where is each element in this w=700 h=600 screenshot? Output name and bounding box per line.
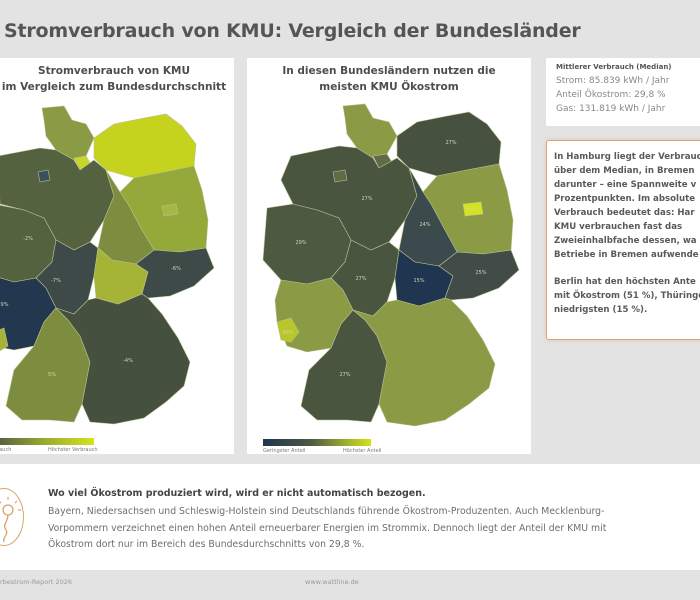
consumption-choropleth-map: · -2% -7% -6% -19% 5% -4% — [0, 105, 215, 425]
callout-paragraph-hamburg-bremen: In Hamburg liegt der Verbrauch über dem … — [554, 152, 700, 260]
green-power-map-panel: In diesen Bundesländern nutzen die meist… — [247, 58, 531, 454]
label-niedersachsen: 27% — [361, 196, 372, 202]
insight-panel: Wo viel Ökostrom produziert wird, wird e… — [0, 464, 700, 570]
callout-paragraph-berlin-thueringen: Berlin hat den höchsten Ante mit Ökostro… — [554, 277, 700, 315]
label-schleswig-holstein: · — [364, 128, 366, 134]
label-nordrhein-westfalen: -2% — [23, 236, 33, 242]
insight-body: Bayern, Niedersachsen und Schleswig-Hols… — [48, 506, 607, 550]
label-sachsen-anhalt: 24% — [419, 222, 430, 228]
label-rheinland-pfalz: -19% — [0, 302, 9, 308]
label-baden-wuerttemberg: 5% — [48, 372, 56, 378]
label-saarland: 40% — [282, 330, 293, 336]
label-sachsen: 25% — [475, 270, 486, 276]
median-stats-heading: Mittlerer Verbrauch (Median) — [556, 63, 672, 71]
consumption-map-panel: Stromverbrauch von KMU im Vergleich zum … — [0, 58, 234, 454]
region-berlin[interactable] — [462, 201, 484, 217]
green-power-legend-high: Höchster Anteil — [343, 448, 382, 454]
insight-heading: Wo viel Ökostrom produziert wird, wird e… — [48, 488, 426, 499]
page-title: Stromverbrauch von KMU: Vergleich der Bu… — [4, 20, 581, 42]
consumption-legend-gradient — [0, 438, 94, 445]
green-power-legend-gradient — [263, 439, 371, 446]
region-saarland[interactable] — [276, 317, 300, 343]
region-bayern[interactable] — [55, 293, 191, 425]
label-schleswig-holstein: · — [65, 130, 67, 136]
region-bayern[interactable] — [352, 297, 496, 427]
region-sachsen[interactable] — [135, 247, 215, 299]
consumption-legend-low: brauch — [0, 447, 12, 453]
median-gas: Gas: 131.819 kWh / Jahr — [556, 104, 666, 114]
region-sachsen[interactable] — [438, 249, 520, 301]
median-strom: Strom: 85.839 kWh / Jahr — [556, 76, 670, 86]
highlight-callout: In Hamburg liegt der Verbrauch über dem … — [546, 140, 700, 340]
label-mecklenburg-vorpommern: 27% — [445, 140, 456, 146]
label-bayern: -4% — [123, 358, 133, 364]
consumption-map-title: Stromverbrauch von KMU im Vergleich zum … — [1, 65, 227, 93]
green-power-map-title: In diesen Bundesländern nutzen die meist… — [282, 65, 496, 93]
label-sachsen: -6% — [171, 266, 181, 272]
region-berlin[interactable] — [161, 203, 179, 217]
label-baden-wuerttemberg: 27% — [339, 372, 350, 378]
green-power-legend-low: Geringster Anteil — [263, 448, 306, 454]
median-stats-box: Mittlerer Verbrauch (Median) Strom: 85.8… — [546, 58, 700, 126]
footer-report-name: rbestrom-Report 2026 — [0, 578, 73, 586]
region-saarland[interactable] — [0, 327, 9, 352]
label-berlin: 51% — [466, 207, 477, 213]
footer-website-link[interactable]: www.wattline.de — [305, 578, 359, 586]
consumption-legend-high: Höchster Verbrauch — [48, 447, 98, 453]
label-hessen: -7% — [51, 278, 61, 284]
median-oekostrom: Anteil Ökostrom: 29,8 % — [556, 90, 666, 100]
region-bremen[interactable] — [332, 169, 348, 183]
label-hessen: 27% — [355, 276, 366, 282]
green-power-choropleth-map: · 27% 27% 51% 24% 29% 27% 15% 25% 40% 27… — [262, 103, 520, 427]
lightbulb-icon — [0, 488, 24, 546]
label-thueringen: 15% — [413, 278, 424, 284]
label-nordrhein-westfalen: 29% — [295, 240, 306, 246]
region-bremen[interactable] — [37, 169, 51, 183]
